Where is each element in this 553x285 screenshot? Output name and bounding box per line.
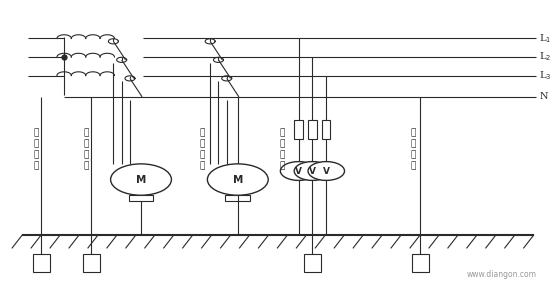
Text: M: M xyxy=(136,174,146,185)
Text: www.diangon.com: www.diangon.com xyxy=(466,270,536,279)
Text: L$_3$: L$_3$ xyxy=(539,69,551,82)
Circle shape xyxy=(207,164,268,195)
Bar xyxy=(322,120,331,139)
Bar xyxy=(83,254,100,272)
Bar xyxy=(294,120,303,139)
Circle shape xyxy=(280,162,317,180)
Bar xyxy=(304,254,321,272)
Bar xyxy=(226,195,250,201)
Circle shape xyxy=(294,162,331,180)
Text: V: V xyxy=(323,166,330,176)
Bar xyxy=(129,195,154,201)
Text: 重
复
接
地: 重 复 接 地 xyxy=(411,129,416,171)
Circle shape xyxy=(111,164,171,195)
Bar xyxy=(412,254,429,272)
Text: M: M xyxy=(233,174,243,185)
Text: L$_1$: L$_1$ xyxy=(539,32,551,45)
Text: V: V xyxy=(295,166,302,176)
Bar xyxy=(33,254,50,272)
Text: 工
作
接
地: 工 作 接 地 xyxy=(33,129,39,171)
Text: 保
护
接
地: 保 护 接 地 xyxy=(83,129,88,171)
Circle shape xyxy=(308,162,345,180)
Bar xyxy=(309,120,316,139)
Text: N: N xyxy=(539,92,547,101)
Text: L$_2$: L$_2$ xyxy=(539,51,551,63)
Text: 保
护
接
零: 保 护 接 零 xyxy=(199,129,205,171)
Text: V: V xyxy=(309,166,316,176)
Text: 工
接
作
地: 工 接 作 地 xyxy=(279,129,285,171)
